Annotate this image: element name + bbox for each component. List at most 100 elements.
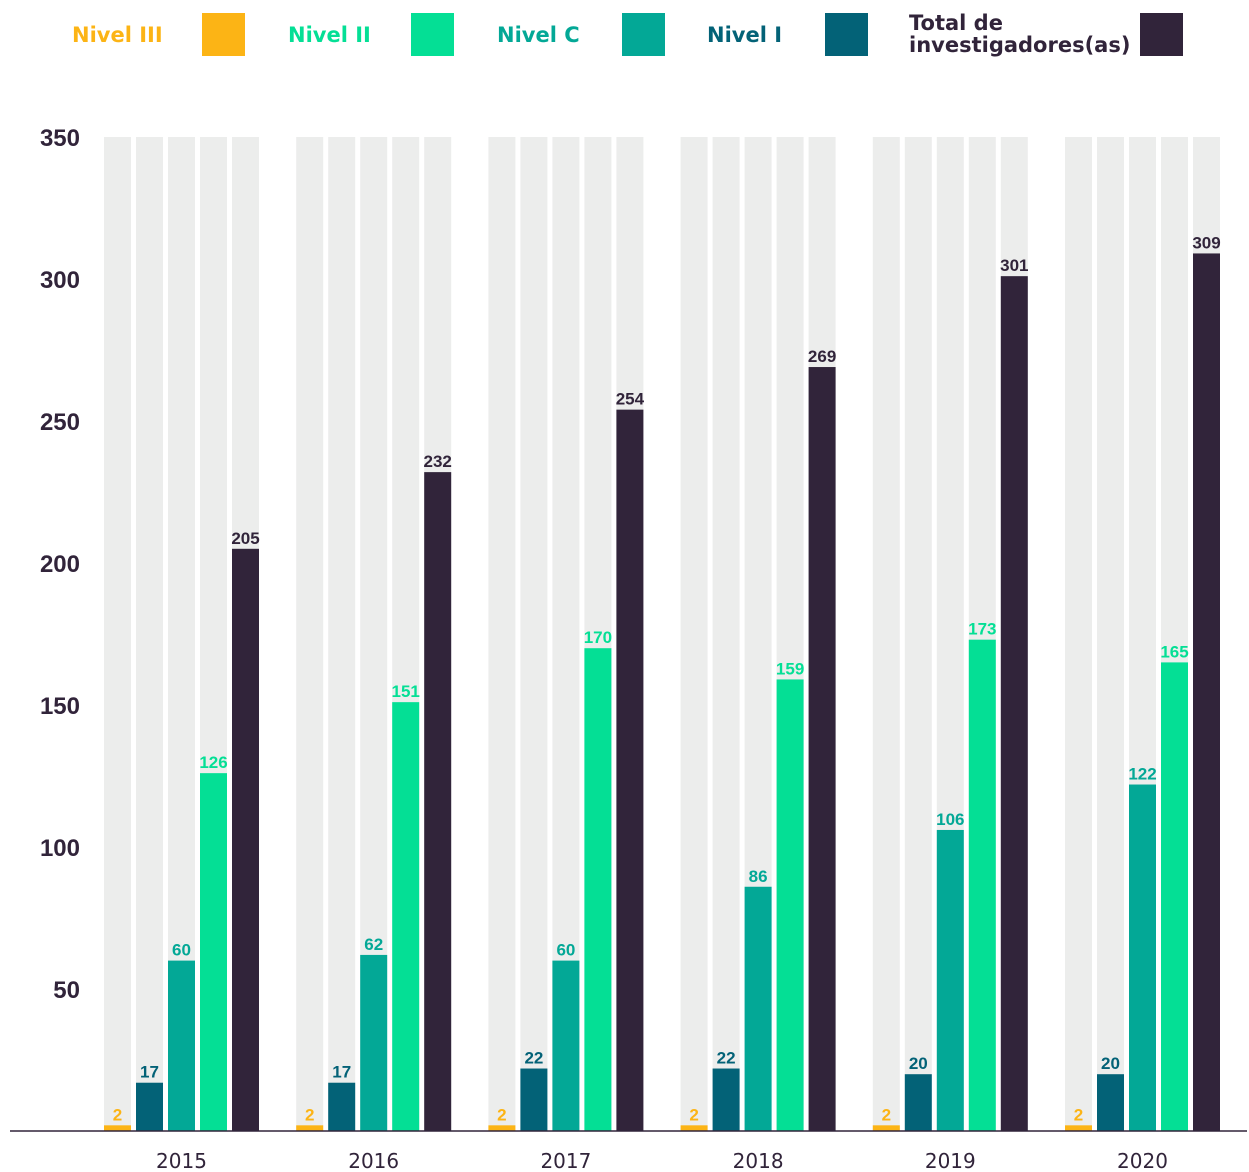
y-tick-label-50: 50 [53, 977, 80, 1004]
y-tick-label-100: 100 [40, 835, 80, 862]
bar-2019-nivel-i [904, 1074, 932, 1131]
bar-2016-nivel-c [360, 954, 388, 1131]
bar-2019-nivel-ii [968, 639, 996, 1131]
x-tick-label-2016: 2016 [348, 1149, 399, 1172]
background-bar-2018-nivel-i [712, 137, 740, 1131]
legend-label-total-de-investigadores-as-line-1: Total de [909, 11, 1003, 35]
bar-2020-nivel-iii [1065, 1125, 1092, 1131]
legend-label-nivel-i: Nivel I [707, 23, 782, 47]
x-tick-label-2019: 2019 [925, 1149, 976, 1172]
x-axis: 2015 2016 2017 2018 2019 2020 [156, 1149, 1168, 1172]
bar-2015-total-de-investigadores-as [232, 548, 259, 1131]
background-bar-2016-nivel-i [328, 137, 356, 1131]
bar-2020-total-de-investigadores-as [1193, 253, 1220, 1131]
legend-swatch-total-de-investigadores-as [1140, 13, 1183, 56]
bar-2015-nivel-ii [200, 773, 227, 1131]
value-label-2017-nivel-iii: 2 [497, 1105, 506, 1124]
value-label-2017-nivel-i: 22 [524, 1049, 543, 1068]
bar-2018-total-de-investigadores-as [808, 367, 836, 1131]
legend-label-nivel-iii: Nivel III [72, 23, 163, 47]
bar-2015-nivel-iii [104, 1125, 131, 1131]
value-label-2016-nivel-c: 62 [364, 935, 383, 954]
x-tick-label-2017: 2017 [540, 1149, 591, 1172]
background-bar-2015-nivel-i [136, 137, 163, 1131]
background-bar-2017-nivel-iii [488, 137, 516, 1131]
bar-2018-nivel-c [744, 886, 772, 1131]
background-bar-2020-nivel-i [1097, 137, 1124, 1131]
background-bar-2020-nivel-iii [1065, 137, 1092, 1131]
data-bars [104, 253, 1220, 1131]
y-tick-label-300: 300 [40, 267, 80, 294]
y-tick-label-200: 200 [40, 551, 80, 578]
bar-2018-nivel-iii [680, 1125, 708, 1131]
y-tick-label-350: 350 [40, 125, 80, 152]
value-label-2020-nivel-i: 20 [1101, 1054, 1120, 1073]
bar-2020-nivel-ii [1161, 662, 1188, 1131]
x-tick-label-2015: 2015 [156, 1149, 207, 1172]
background-bar-2019-nivel-iii [872, 137, 900, 1131]
value-labels: 2176012620521762151232222601702542228615… [113, 233, 1221, 1124]
bar-2017-nivel-i [520, 1068, 548, 1131]
background-bar-2015-nivel-iii [104, 137, 131, 1131]
value-label-2018-nivel-c: 86 [749, 867, 768, 886]
bar-2020-nivel-c [1129, 784, 1156, 1131]
bar-2019-nivel-c [936, 829, 964, 1131]
value-label-2018-nivel-iii: 2 [689, 1105, 698, 1124]
value-label-2016-nivel-i: 17 [332, 1063, 351, 1082]
background-bar-2019-nivel-i [904, 137, 932, 1131]
bar-2015-nivel-c [168, 960, 195, 1131]
y-tick-label-250: 250 [40, 409, 80, 436]
value-label-2020-nivel-iii: 2 [1074, 1105, 1083, 1124]
legend-label-total-de-investigadores-as-line-2: investigadores(as) [909, 33, 1130, 57]
value-label-2017-nivel-c: 60 [556, 941, 575, 960]
background-bars [104, 137, 1220, 1131]
value-label-2016-nivel-iii: 2 [305, 1105, 314, 1124]
legend-label-nivel-c: Nivel C [497, 23, 580, 47]
value-label-2019-nivel-iii: 2 [882, 1105, 891, 1124]
value-label-2015-nivel-ii: 126 [199, 753, 227, 772]
bar-2019-total-de-investigadores-as [1000, 276, 1028, 1131]
value-label-2019-nivel-ii: 173 [968, 620, 996, 639]
bar-2016-nivel-iii [296, 1125, 324, 1131]
value-label-2015-total-de-investigadores-as: 205 [231, 529, 259, 548]
value-label-2016-total-de-investigadores-as: 232 [424, 452, 452, 471]
y-tick-label-150: 150 [40, 693, 80, 720]
bar-2016-nivel-ii [392, 702, 420, 1131]
value-label-2019-nivel-i: 20 [909, 1054, 928, 1073]
value-label-2015-nivel-i: 17 [140, 1063, 159, 1082]
bar-2017-nivel-c [552, 960, 580, 1131]
value-label-2018-nivel-i: 22 [717, 1049, 736, 1068]
value-label-2019-nivel-c: 106 [936, 810, 964, 829]
value-label-2019-total-de-investigadores-as: 301 [1000, 256, 1028, 275]
value-label-2017-nivel-ii: 170 [584, 628, 612, 647]
background-bar-2017-nivel-i [520, 137, 548, 1131]
bar-2018-nivel-ii [776, 679, 804, 1131]
value-label-2015-nivel-c: 60 [172, 941, 191, 960]
bar-2016-nivel-i [328, 1082, 356, 1131]
value-label-2020-nivel-c: 122 [1128, 765, 1156, 784]
legend-swatch-nivel-c [622, 13, 665, 56]
value-label-2017-total-de-investigadores-as: 254 [616, 390, 645, 409]
bar-2016-total-de-investigadores-as [424, 472, 452, 1131]
value-label-2018-nivel-ii: 159 [776, 659, 804, 678]
background-bar-2016-nivel-iii [296, 137, 324, 1131]
x-tick-label-2018: 2018 [733, 1149, 784, 1172]
value-label-2016-nivel-ii: 151 [392, 682, 420, 701]
background-bar-2018-nivel-iii [680, 137, 708, 1131]
x-tick-label-2020: 2020 [1117, 1149, 1168, 1172]
value-label-2015-nivel-iii: 2 [113, 1105, 122, 1124]
bar-2015-nivel-i [136, 1082, 163, 1131]
bar-2019-nivel-iii [872, 1125, 900, 1131]
y-axis: 50 100 150 200 250 300 350 [40, 125, 80, 1004]
bar-2017-nivel-ii [584, 648, 612, 1131]
bar-2017-total-de-investigadores-as [616, 409, 644, 1131]
bar-2017-nivel-iii [488, 1125, 516, 1131]
bar-2020-nivel-i [1097, 1074, 1124, 1131]
legend-swatch-nivel-ii [411, 13, 454, 56]
value-label-2020-total-de-investigadores-as: 309 [1192, 233, 1220, 252]
legend-swatch-nivel-iii [202, 13, 245, 56]
legend-swatch-nivel-i [825, 13, 868, 56]
value-label-2020-nivel-ii: 165 [1160, 642, 1188, 661]
bar-2018-nivel-i [712, 1068, 740, 1131]
